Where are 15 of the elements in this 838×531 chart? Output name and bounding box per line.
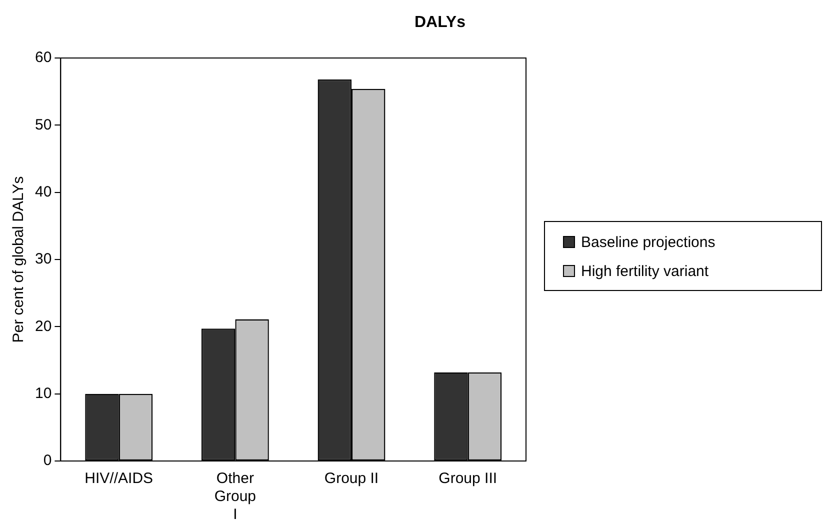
x-tick-label: HIV//AIDS	[84, 470, 154, 488]
y-tick-label: 0	[43, 452, 52, 470]
x-tick-label: Other Group I	[214, 470, 256, 524]
y-tick-label: 50	[34, 116, 52, 134]
chart-title: DALYs	[414, 14, 466, 32]
legend-label: High fertility variant	[580, 262, 710, 282]
y-axis-title: Per cent of global DALYs	[10, 176, 28, 343]
y-tick-label: 30	[34, 250, 52, 268]
y-tick-label: 10	[34, 384, 52, 402]
x-tick-label: Group II	[324, 470, 379, 488]
y-tick-label: 60	[34, 49, 52, 66]
x-tick-label: Group III	[438, 470, 498, 488]
y-tick-label: 40	[34, 183, 52, 200]
legend-label: Baseline projections	[580, 233, 716, 253]
y-tick-label: 20	[34, 318, 52, 335]
